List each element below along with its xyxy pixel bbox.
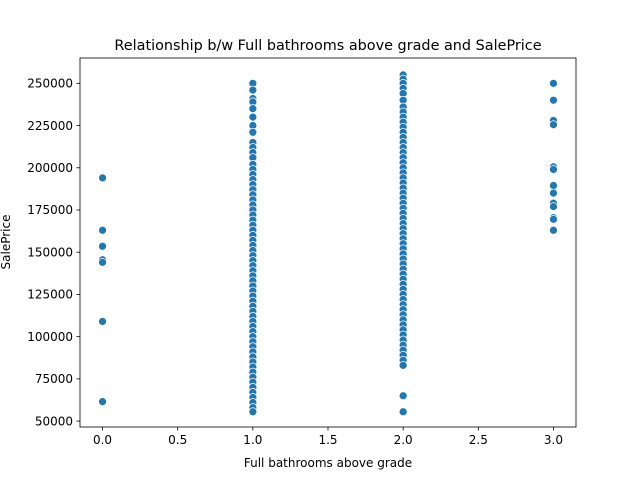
x-axis-ticks: 0.0 0.5 1.0 1.5 2.0 2.5 3.0 — [93, 427, 563, 447]
y-axis-ticks: 50000 75000 100000 125000 150000 175000 200000… — [27, 77, 80, 428]
y-tick-label: 50000 — [35, 414, 73, 428]
data-point — [549, 165, 558, 174]
data-point — [398, 407, 408, 417]
data-point — [248, 85, 258, 95]
data-point — [98, 397, 107, 407]
data-point — [549, 214, 558, 224]
y-tick-label: 150000 — [27, 245, 73, 259]
data-point — [549, 225, 558, 235]
data-point — [248, 127, 258, 137]
y-tick-label: 125000 — [27, 288, 73, 302]
y-tick-label: 250000 — [27, 77, 73, 91]
y-tick-label: 200000 — [27, 161, 73, 175]
chart-title: Relationship b/w Full bathrooms above gr… — [114, 38, 541, 54]
y-axis-label: SalePrice — [0, 215, 13, 270]
data-point — [98, 225, 107, 235]
data-point — [248, 104, 258, 114]
data-point — [398, 391, 408, 401]
data-point — [549, 202, 558, 211]
data-point — [98, 317, 107, 326]
plot-area — [80, 58, 576, 427]
y-tick-label: 75000 — [35, 372, 73, 386]
data-point — [549, 181, 558, 190]
x-tick-label: 2.5 — [469, 433, 488, 447]
data-point — [98, 257, 107, 267]
x-tick-label: 1.5 — [318, 433, 337, 447]
x-tick-label: 3.0 — [544, 433, 563, 447]
data-points — [98, 70, 558, 417]
data-point — [398, 360, 408, 370]
data-point — [549, 78, 558, 88]
data-point — [549, 95, 558, 105]
data-point — [549, 188, 558, 198]
x-tick-label: 0.0 — [93, 433, 112, 447]
y-tick-label: 175000 — [27, 203, 73, 217]
x-tick-label: 1.0 — [243, 433, 262, 447]
data-point — [549, 120, 558, 130]
x-tick-label: 2.0 — [394, 433, 413, 447]
y-tick-label: 225000 — [27, 119, 73, 133]
y-tick-label: 100000 — [27, 330, 73, 344]
data-point — [98, 241, 107, 251]
data-point — [248, 112, 258, 122]
x-tick-label: 0.5 — [168, 433, 187, 447]
data-point — [98, 173, 107, 183]
axes-frame — [79, 57, 577, 428]
data-point — [248, 407, 258, 417]
x-axis-label: Full bathrooms above grade — [244, 456, 412, 470]
